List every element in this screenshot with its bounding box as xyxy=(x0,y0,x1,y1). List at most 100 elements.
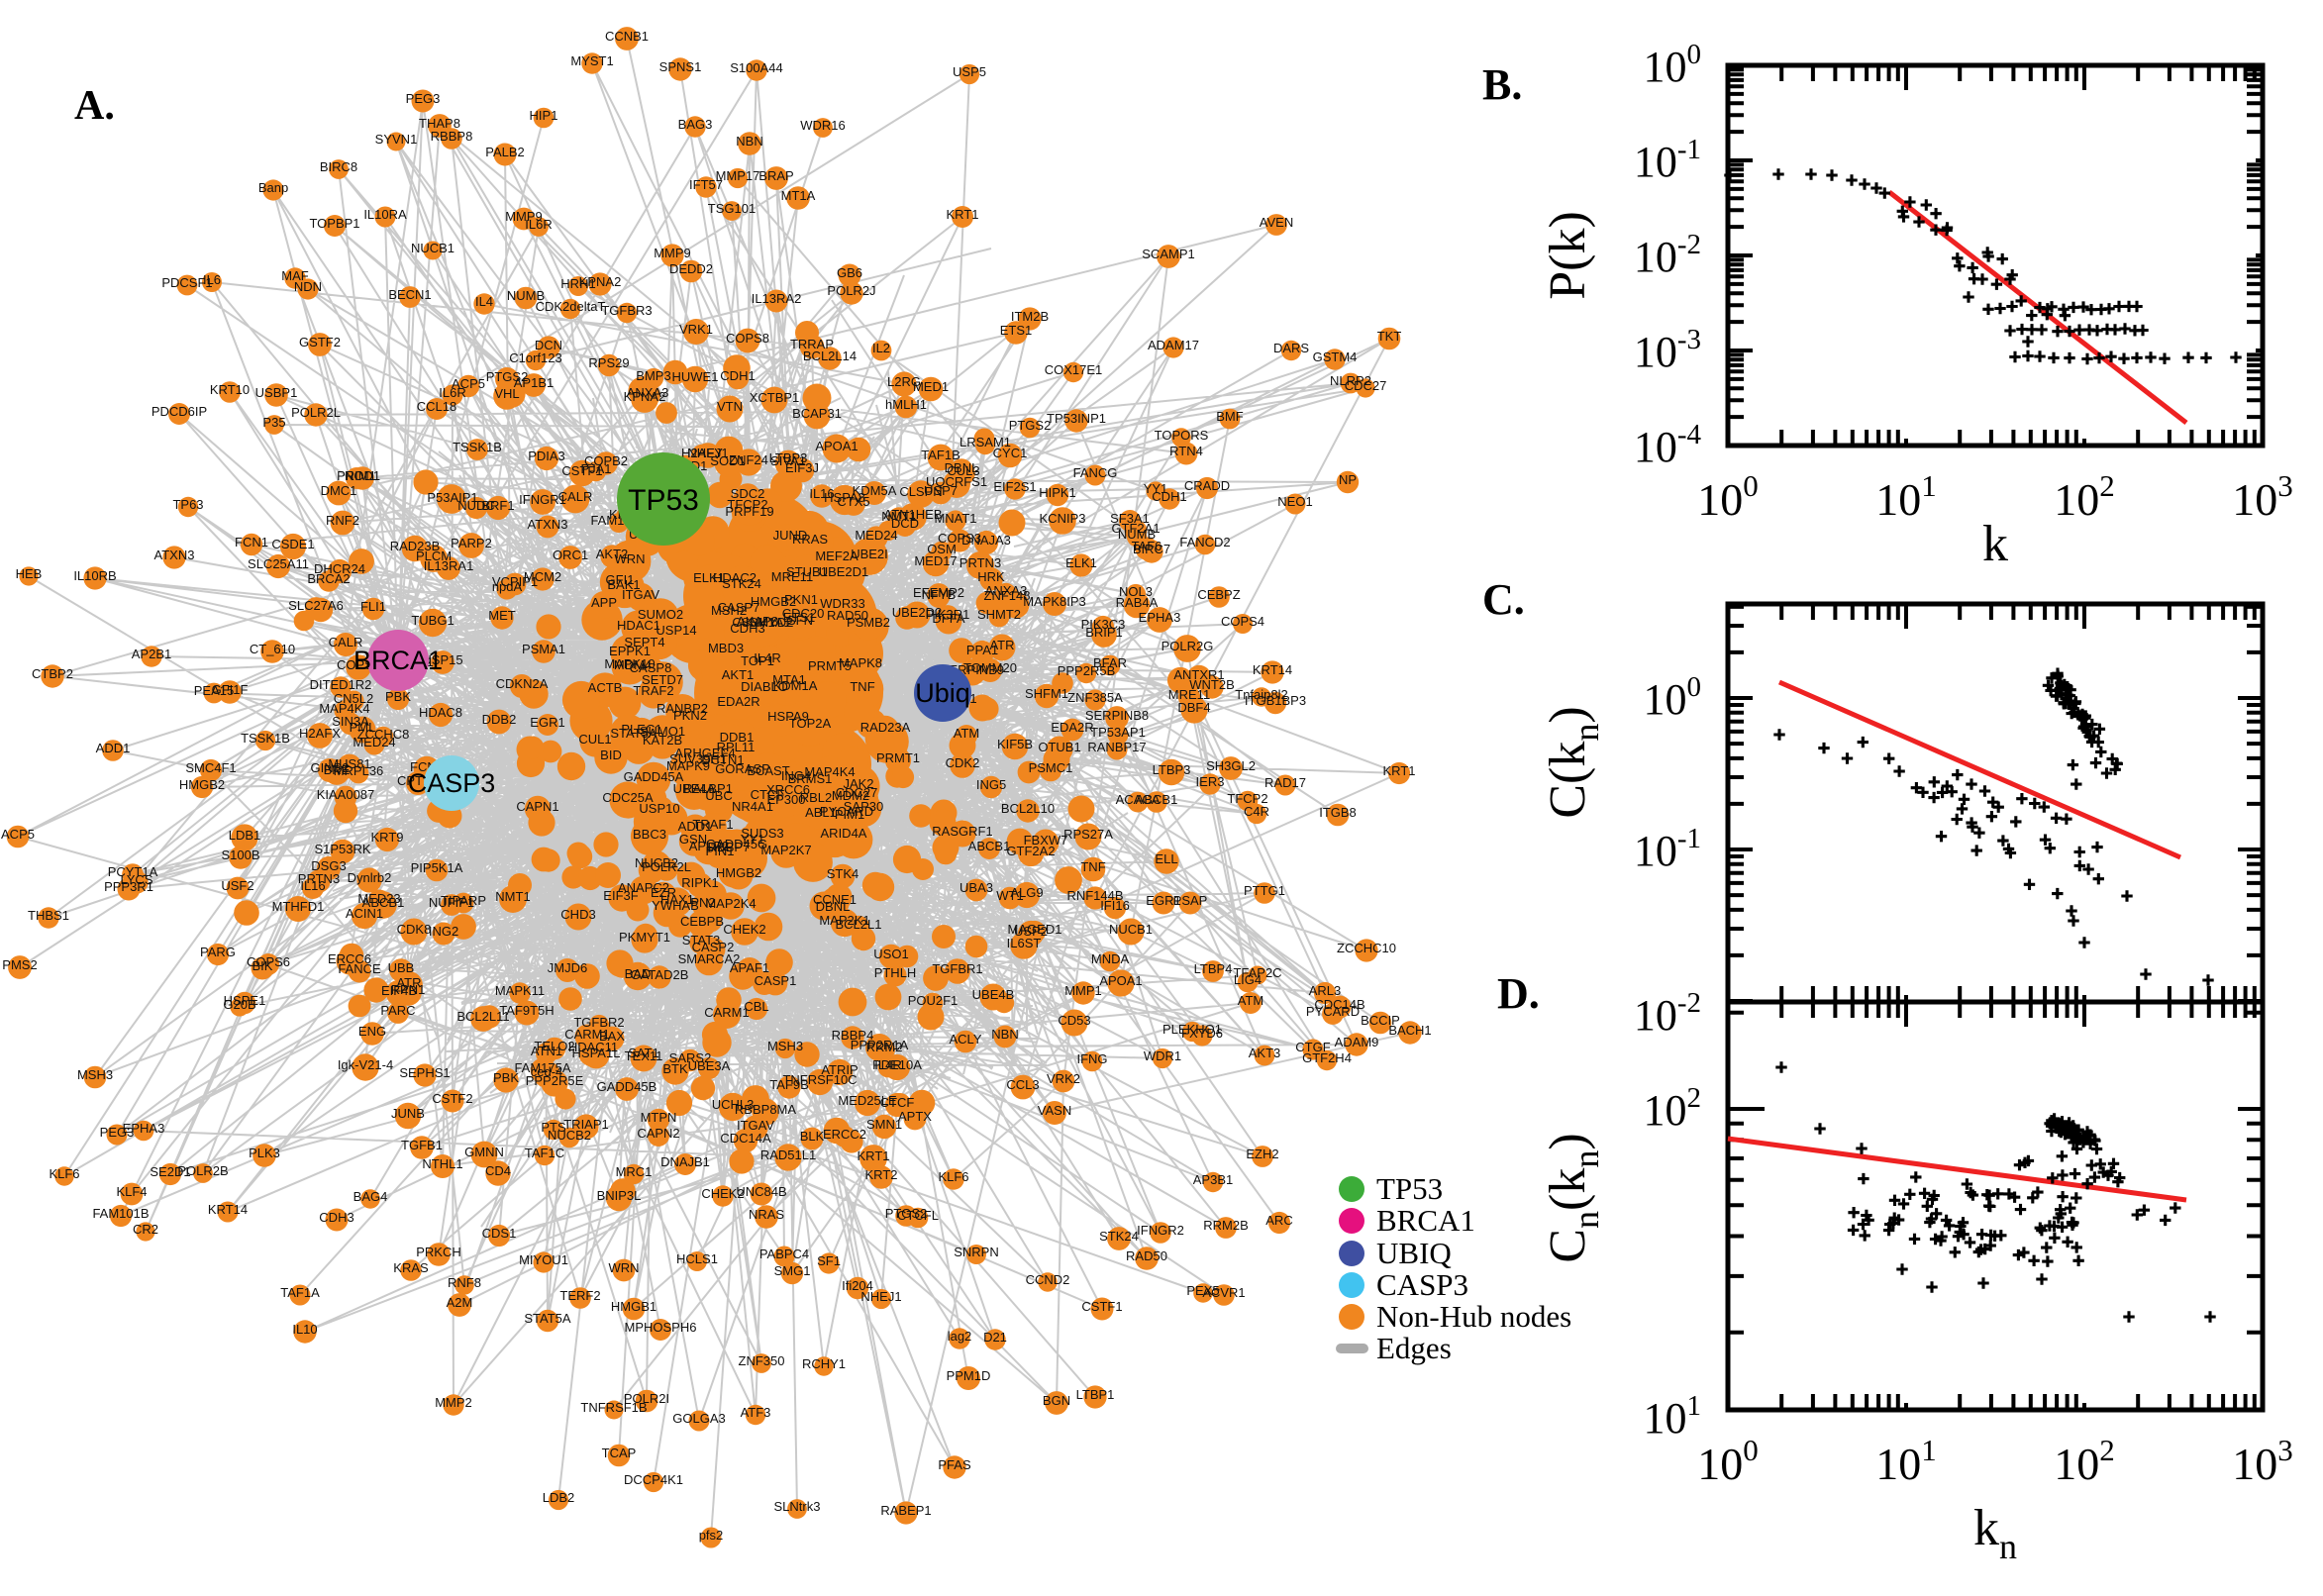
svg-text:PYCARD: PYCARD xyxy=(820,804,873,819)
svg-text:PFAS: PFAS xyxy=(938,1457,971,1472)
svg-text:PLEKHO1: PLEKHO1 xyxy=(1162,1022,1222,1037)
svg-text:CLSPN: CLSPN xyxy=(899,484,942,499)
svg-text:MAP2K7: MAP2K7 xyxy=(760,843,811,857)
svg-text:DIABLO: DIABLO xyxy=(741,679,788,694)
svg-text:JAK2: JAK2 xyxy=(843,776,873,791)
svg-text:TFAP2C: TFAP2C xyxy=(1233,965,1281,980)
svg-text:ITGB8: ITGB8 xyxy=(1319,805,1357,820)
svg-text:IL10RA: IL10RA xyxy=(363,207,407,222)
svg-text:VRK2: VRK2 xyxy=(1047,1071,1080,1086)
svg-text:IL2: IL2 xyxy=(872,341,890,355)
svg-text:CUL3: CUL3 xyxy=(947,463,979,478)
svg-text:FANCD2: FANCD2 xyxy=(1179,535,1230,549)
svg-text:IFT57: IFT57 xyxy=(689,177,723,192)
svg-text:HSPA9: HSPA9 xyxy=(767,709,809,724)
svg-text:PEG3: PEG3 xyxy=(100,1125,135,1140)
svg-text:IL4R: IL4R xyxy=(754,650,780,665)
svg-text:UBA3: UBA3 xyxy=(960,880,993,895)
svg-text:BCL2L11: BCL2L11 xyxy=(456,1009,509,1024)
svg-text:SIVA1: SIVA1 xyxy=(770,453,806,468)
svg-text:PIK3C3: PIK3C3 xyxy=(1081,617,1126,632)
svg-text:NUCB1: NUCB1 xyxy=(1109,922,1153,937)
svg-text:GSTF2: GSTF2 xyxy=(299,335,341,349)
svg-text:TOP2A: TOP2A xyxy=(789,716,832,731)
svg-text:MSH3: MSH3 xyxy=(767,1039,803,1053)
svg-text:NOD1: NOD1 xyxy=(345,468,380,483)
svg-text:MAP2K1: MAP2K1 xyxy=(819,913,869,928)
svg-text:GTF2A2: GTF2A2 xyxy=(1006,844,1055,858)
svg-text:NHEJ1: NHEJ1 xyxy=(860,1289,901,1304)
svg-text:PDCD6IP: PDCD6IP xyxy=(152,404,207,419)
svg-text:ENG: ENG xyxy=(358,1024,386,1039)
svg-text:MAPK8: MAPK8 xyxy=(839,655,882,670)
svg-text:KDM1A: KDM1A xyxy=(773,678,818,693)
svg-text:TOPBP1: TOPBP1 xyxy=(309,216,359,231)
svg-text:S1P53RK: S1P53RK xyxy=(314,842,370,856)
svg-text:DSG3: DSG3 xyxy=(311,858,346,873)
svg-text:XCTBP1: XCTBP1 xyxy=(750,390,800,405)
svg-text:A.: A. xyxy=(74,83,115,129)
svg-text:STAT3: STAT3 xyxy=(682,933,721,948)
svg-text:CSNK1A1: CSNK1A1 xyxy=(732,615,790,630)
svg-text:PEG3: PEG3 xyxy=(406,91,441,106)
svg-text:PTS: PTS xyxy=(541,1120,566,1135)
svg-text:LYCS: LYCS xyxy=(121,872,153,887)
svg-text:MMP1: MMP1 xyxy=(1064,983,1102,998)
svg-text:KRT14: KRT14 xyxy=(208,1202,248,1217)
svg-text:MED17: MED17 xyxy=(914,553,957,568)
svg-text:KRT1: KRT1 xyxy=(1383,763,1416,778)
svg-text:ATN1: ATN1 xyxy=(531,1044,562,1058)
svg-text:TNF: TNF xyxy=(1080,859,1105,874)
svg-text:NMT1: NMT1 xyxy=(881,509,916,524)
svg-text:POLR2B: POLR2B xyxy=(177,1163,228,1178)
svg-text:BIRC7: BIRC7 xyxy=(1133,542,1170,556)
svg-text:HCLS1: HCLS1 xyxy=(676,1251,718,1266)
svg-text:PARC: PARC xyxy=(380,1003,415,1018)
svg-text:ATM: ATM xyxy=(1238,993,1263,1008)
svg-text:PRTN3: PRTN3 xyxy=(298,871,340,886)
svg-text:EDA2R: EDA2R xyxy=(717,694,759,709)
svg-text:SNRPN: SNRPN xyxy=(954,1245,999,1259)
svg-text:FBXW7: FBXW7 xyxy=(1024,833,1068,848)
svg-text:C(kn): C(kn) xyxy=(1540,706,1606,818)
svg-text:TIPARP: TIPARP xyxy=(441,893,486,908)
svg-text:H2AFX: H2AFX xyxy=(299,726,341,741)
svg-text:BNIP3L: BNIP3L xyxy=(597,1188,642,1203)
svg-text:FXYD6: FXYD6 xyxy=(1181,1026,1223,1041)
svg-text:WT1: WT1 xyxy=(996,888,1023,903)
svg-text:RRAS: RRAS xyxy=(792,532,828,547)
svg-text:ITGAV: ITGAV xyxy=(737,1118,774,1133)
svg-text:100: 100 xyxy=(1697,1433,1759,1489)
svg-text:RBBP7: RBBP7 xyxy=(708,840,751,854)
svg-text:CASP8: CASP8 xyxy=(630,660,672,675)
svg-text:HEB: HEB xyxy=(16,566,43,581)
svg-text:ERCC2: ERCC2 xyxy=(823,1127,866,1142)
svg-text:EIF3F: EIF3F xyxy=(603,888,638,903)
svg-text:APTX: APTX xyxy=(898,1109,932,1124)
svg-text:SARS2: SARS2 xyxy=(669,1050,712,1065)
svg-text:10-1: 10-1 xyxy=(1634,134,1701,186)
svg-text:ATRIP: ATRIP xyxy=(821,1062,858,1077)
svg-text:HUWE1: HUWE1 xyxy=(672,369,719,384)
svg-text:CHD3: CHD3 xyxy=(560,907,595,922)
svg-text:CDC27: CDC27 xyxy=(1345,378,1387,393)
svg-text:IL10RB: IL10RB xyxy=(73,568,116,583)
svg-text:SF1: SF1 xyxy=(817,1253,841,1268)
svg-text:PN2: PN2 xyxy=(690,895,715,910)
svg-text:APOA1: APOA1 xyxy=(1099,973,1142,988)
svg-text:POU2F1: POU2F1 xyxy=(908,993,959,1008)
svg-text:DMC1: DMC1 xyxy=(321,483,357,498)
svg-text:CSDE1: CSDE1 xyxy=(271,537,314,551)
svg-text:Edges: Edges xyxy=(1376,1331,1452,1365)
svg-text:ANXA3: ANXA3 xyxy=(627,385,669,400)
svg-text:ITGB1BP3: ITGB1BP3 xyxy=(1245,693,1306,708)
svg-text:KLF6: KLF6 xyxy=(938,1169,968,1184)
svg-text:PRTN3: PRTN3 xyxy=(960,555,1001,570)
svg-text:PBK: PBK xyxy=(385,689,411,704)
svg-text:USP7: USP7 xyxy=(924,483,958,498)
svg-text:PIP5K1A: PIP5K1A xyxy=(411,860,463,875)
svg-text:LTBP3: LTBP3 xyxy=(1153,762,1191,777)
svg-text:A2M: A2M xyxy=(447,1295,473,1310)
svg-text:BIRC8: BIRC8 xyxy=(320,159,357,174)
svg-text:MED1: MED1 xyxy=(913,379,949,394)
